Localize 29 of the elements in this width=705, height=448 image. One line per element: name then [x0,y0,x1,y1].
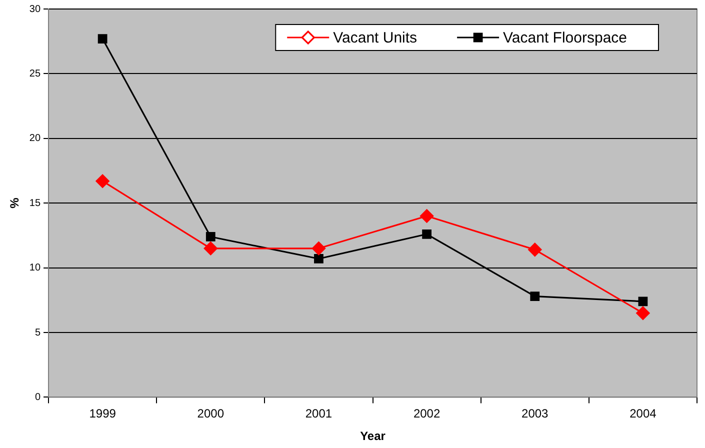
x-tick-label: 2001 [305,406,332,421]
y-tick-label: 15 [29,198,41,209]
y-tick-label: 30 [29,4,41,15]
point [422,229,432,239]
point [638,296,648,306]
x-tick-label: 2003 [522,406,549,421]
x-axis-title: Year [360,429,386,444]
point [420,209,434,223]
y-tick-label: 10 [29,262,41,274]
point [206,232,216,242]
point [636,306,650,320]
point [314,254,324,264]
point [204,242,218,256]
y-tick-label: 0 [34,392,41,403]
point [96,174,110,188]
y-axis-title: % [8,197,22,208]
point [528,242,542,256]
legend-label: Vacant Floorspace [503,30,628,47]
x-tick-label: 2000 [197,406,224,421]
y-tick-label: 5 [34,327,41,338]
legend-label: Vacant Units [333,30,418,47]
x-tick-label: 2004 [630,406,657,421]
point [98,34,108,44]
y-tick-label: 20 [29,133,41,144]
x-tick-label: 1999 [89,406,116,421]
point [312,242,326,256]
point [530,292,540,301]
x-tick-label: 2002 [413,406,440,421]
y-tick-label: 25 [29,68,41,80]
